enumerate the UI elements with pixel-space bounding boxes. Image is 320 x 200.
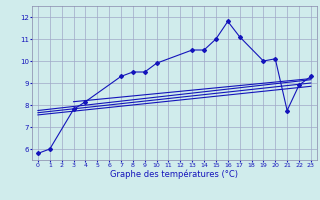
X-axis label: Graphe des températures (°C): Graphe des températures (°C) — [110, 169, 238, 179]
